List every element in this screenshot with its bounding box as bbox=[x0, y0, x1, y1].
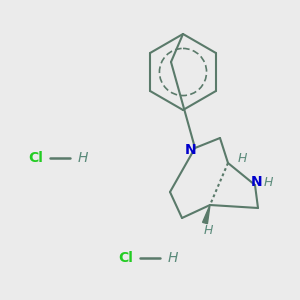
Text: Cl: Cl bbox=[118, 251, 133, 265]
Text: H: H bbox=[78, 151, 88, 165]
Text: H: H bbox=[237, 152, 247, 164]
Text: N: N bbox=[251, 175, 263, 189]
Text: H: H bbox=[168, 251, 178, 265]
Text: N: N bbox=[185, 143, 197, 157]
Text: H: H bbox=[263, 176, 273, 188]
Polygon shape bbox=[202, 205, 210, 224]
Text: H: H bbox=[203, 224, 213, 238]
Text: Cl: Cl bbox=[28, 151, 43, 165]
